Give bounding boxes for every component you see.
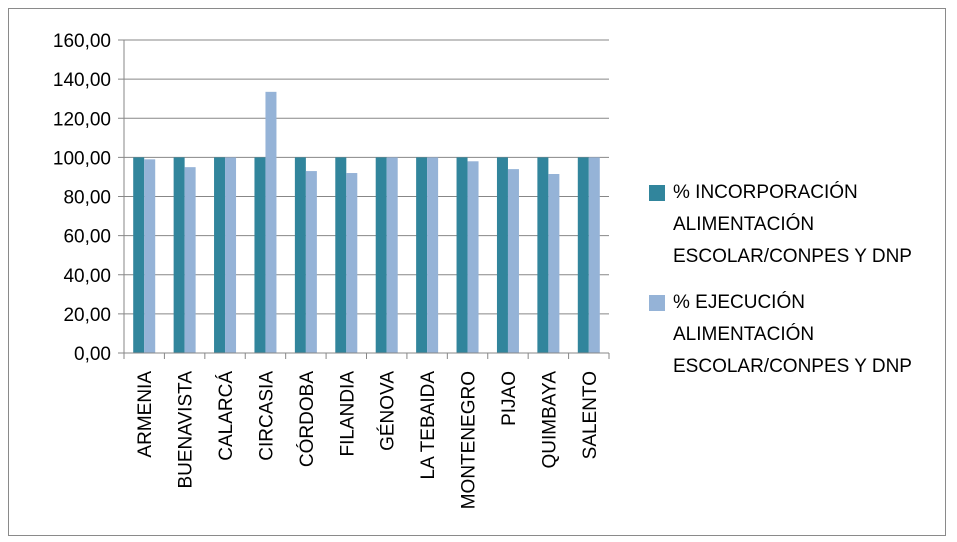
bar-ejecucion [386, 157, 398, 353]
bar-ejecucion [144, 159, 156, 353]
y-tick-label: 80,00 [63, 188, 111, 209]
bar-incorporacion [375, 157, 387, 353]
axes [118, 39, 610, 359]
bar-ejecucion [305, 171, 317, 353]
legend-swatch-ejecucion [649, 295, 665, 311]
bar-ejecucion [588, 157, 600, 353]
x-tick-label: GÉNOVA [378, 371, 399, 451]
x-tick-label: CALARCÁ [216, 371, 237, 461]
bar-incorporacion [496, 157, 508, 353]
legend-label-ejecucion: % EJECUCIÓN ALIMENTACIÓN ESCOLAR/CONPES … [673, 292, 912, 377]
x-tick-label: MONTENEGRO [459, 371, 480, 509]
bar-incorporacion [537, 157, 549, 353]
y-tick-label: 140,00 [53, 70, 111, 91]
bar-ejecucion [346, 173, 358, 353]
legend: % INCORPORACIÓN ALIMENTACIÓN ESCOLAR/CON… [649, 177, 949, 397]
bar-ejecucion [548, 174, 560, 353]
bar-ejecucion [225, 157, 237, 353]
bar-ejecucion [427, 157, 439, 353]
legend-swatch-incorporacion [649, 185, 665, 201]
x-tick-labels: ARMENIA BUENAVISTA CALARCÁ CIRCASIA CÓRDOBA F… [135, 371, 601, 510]
y-tick-label: 100,00 [53, 148, 111, 169]
bar-ejecucion [265, 91, 277, 353]
x-tick-label: PIJAO [499, 371, 520, 426]
bars [133, 91, 600, 353]
y-tick-labels: 0,00 20,00 40,00 60,00 80,00 100,00 120,00 140,… [53, 31, 111, 365]
bar-ejecucion [467, 161, 479, 353]
x-tick-label: FILANDIA [337, 371, 358, 457]
y-tick-label: 40,00 [63, 266, 111, 287]
y-tick-label: 0,00 [74, 344, 111, 365]
y-tick-label: 20,00 [63, 305, 111, 326]
legend-item-ejecucion: % EJECUCIÓN ALIMENTACIÓN ESCOLAR/CONPES … [649, 287, 949, 383]
bar-chart: 0,00 20,00 40,00 60,00 80,00 100,00 120,00 140,… [53, 31, 610, 510]
bar-incorporacion [456, 157, 468, 353]
bar-incorporacion [254, 157, 266, 353]
y-tick-label: 120,00 [53, 109, 111, 130]
bar-incorporacion [294, 157, 306, 353]
x-tick-label: BUENAVISTA [176, 371, 197, 489]
bar-incorporacion [214, 157, 226, 353]
chart-frame: 0,00 20,00 40,00 60,00 80,00 100,00 120,00 140,… [8, 8, 946, 536]
x-tick-label: CIRCASIA [256, 371, 277, 461]
x-tick-label: ARMENIA [135, 371, 156, 458]
x-tick-label: CÓRDOBA [296, 371, 318, 467]
bar-ejecucion [507, 169, 519, 353]
x-tick-label: SALENTO [580, 371, 601, 459]
gridlines [124, 39, 609, 315]
y-tick-label: 160,00 [53, 31, 111, 52]
bar-ejecucion [184, 167, 196, 353]
legend-item-incorporacion: % INCORPORACIÓN ALIMENTACIÓN ESCOLAR/CON… [649, 177, 949, 273]
x-tick-label: LA TEBAIDA [418, 371, 439, 480]
bar-incorporacion [133, 157, 145, 353]
bar-incorporacion [335, 157, 347, 353]
bar-incorporacion [416, 157, 428, 353]
bar-incorporacion [173, 157, 185, 353]
bar-incorporacion [577, 157, 589, 353]
y-tick-label: 60,00 [63, 227, 111, 248]
legend-label-incorporacion: % INCORPORACIÓN ALIMENTACIÓN ESCOLAR/CON… [673, 182, 912, 267]
x-tick-label: QUIMBAYA [539, 371, 560, 469]
